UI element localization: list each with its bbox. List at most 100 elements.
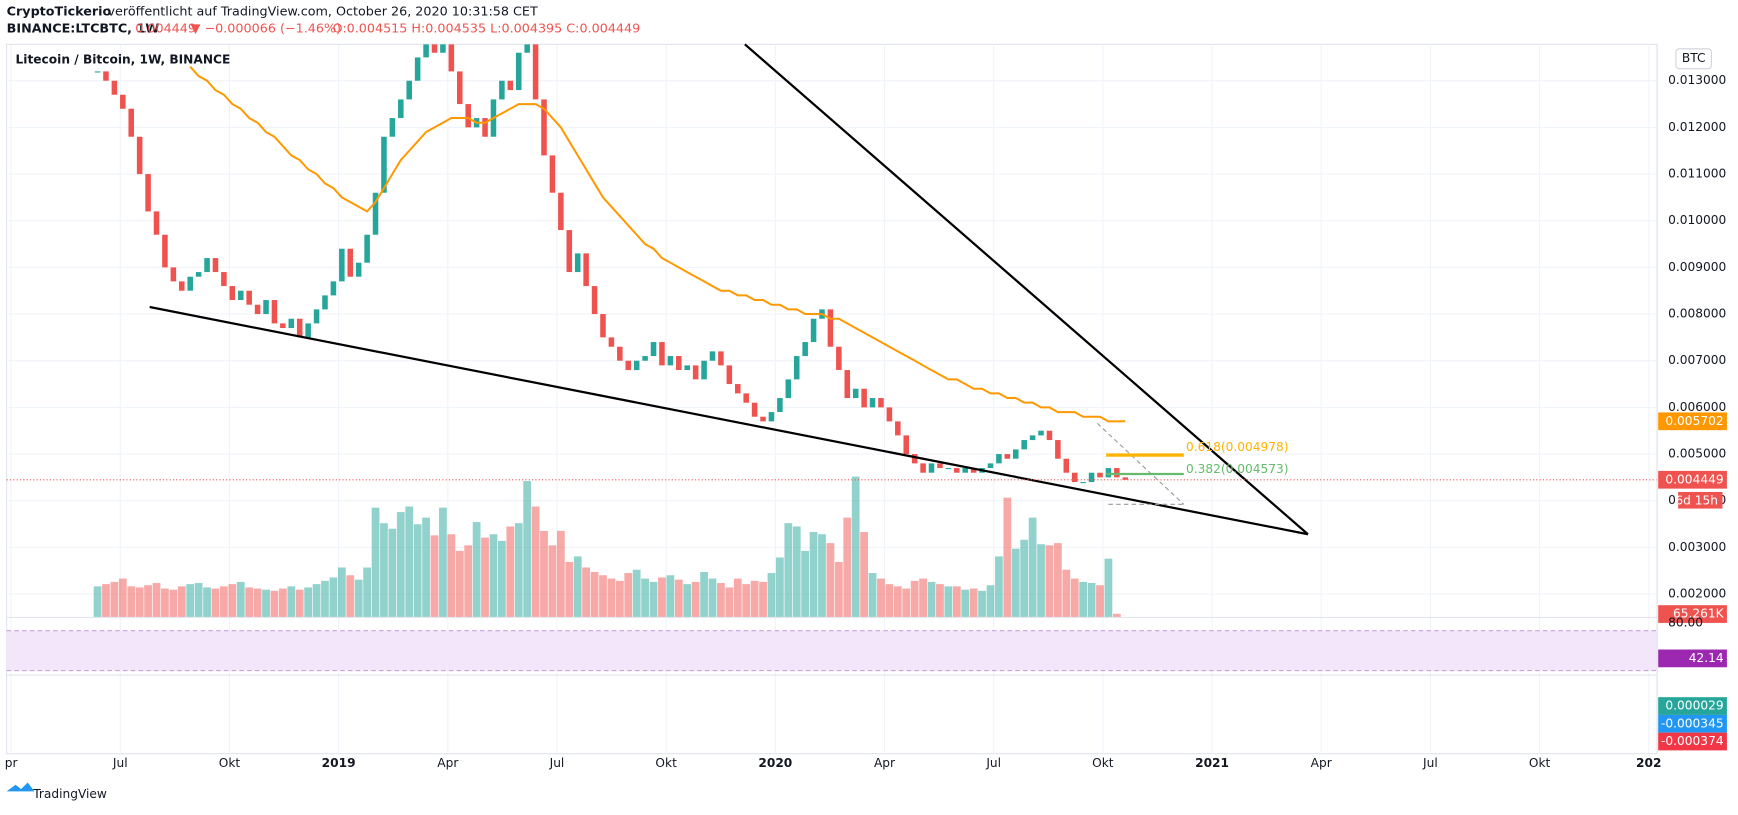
volume-bar bbox=[936, 584, 944, 618]
volume-bar bbox=[776, 557, 784, 618]
volume-bar bbox=[371, 507, 380, 618]
volume-bar bbox=[540, 530, 548, 618]
volume-bar bbox=[405, 506, 414, 618]
volume-bar bbox=[792, 526, 801, 618]
volume-bar bbox=[573, 556, 582, 618]
grid bbox=[6, 44, 1658, 754]
footer: TradingView bbox=[32, 787, 107, 801]
candle bbox=[954, 468, 960, 473]
volume-bar bbox=[700, 571, 708, 618]
candle bbox=[355, 262, 362, 277]
volume-bar bbox=[843, 517, 852, 618]
volume-bar bbox=[893, 586, 902, 618]
candle bbox=[339, 248, 345, 282]
candle bbox=[457, 71, 463, 105]
rsi-badge: 42.14 bbox=[1658, 649, 1727, 668]
volume-bar bbox=[396, 512, 405, 618]
volume-bar bbox=[733, 578, 742, 618]
candle bbox=[726, 365, 733, 385]
candle bbox=[878, 398, 884, 408]
volume-bar bbox=[329, 577, 338, 618]
candle bbox=[414, 57, 421, 81]
volume-bar bbox=[767, 573, 776, 618]
volume-bar bbox=[944, 586, 953, 618]
candle bbox=[389, 118, 396, 137]
candle bbox=[996, 454, 1002, 464]
macd-hist-badge-box bbox=[1658, 697, 1727, 715]
volume-bar bbox=[910, 580, 919, 618]
volume-bar bbox=[708, 578, 717, 618]
candle bbox=[221, 272, 227, 287]
volume-bar bbox=[952, 586, 961, 618]
volume-bar bbox=[110, 581, 119, 618]
volume-bar bbox=[270, 590, 279, 618]
x-tick-label: Okt bbox=[655, 756, 677, 770]
volume-bar bbox=[691, 581, 700, 618]
candle bbox=[625, 360, 632, 371]
volume-bar bbox=[556, 530, 565, 618]
y-tick-label: 0.012000 bbox=[1668, 120, 1726, 134]
volume-bar bbox=[472, 522, 481, 618]
candle bbox=[987, 463, 994, 469]
candle bbox=[541, 99, 547, 156]
y-tick-label: 0.013000 bbox=[1668, 73, 1726, 87]
volume-bar bbox=[902, 588, 911, 618]
volume-bar bbox=[801, 550, 810, 618]
volume-bar bbox=[818, 534, 826, 618]
volume-bar bbox=[93, 586, 102, 618]
volume-bar bbox=[607, 578, 616, 618]
candle bbox=[633, 360, 640, 371]
candle bbox=[507, 80, 514, 91]
candle bbox=[659, 342, 665, 366]
candle bbox=[364, 234, 370, 263]
candle bbox=[465, 104, 471, 128]
volume-bar bbox=[649, 581, 658, 618]
y-tick-label: 0.009000 bbox=[1668, 260, 1726, 274]
y-tick-label: 0.011000 bbox=[1668, 167, 1726, 181]
candle bbox=[793, 356, 800, 380]
candle bbox=[440, 44, 446, 53]
candle bbox=[288, 318, 295, 329]
candle bbox=[280, 323, 286, 329]
volume-bar bbox=[725, 587, 734, 618]
rsi-level: 80.00 bbox=[1668, 615, 1703, 629]
candle bbox=[760, 416, 766, 422]
candle bbox=[204, 258, 210, 273]
volume-bar bbox=[186, 584, 195, 618]
candle bbox=[271, 300, 278, 324]
candle bbox=[1012, 449, 1019, 459]
overlay: 0.618(0.004978) 0.382(0.004573) bbox=[6, 440, 1658, 481]
candle bbox=[170, 267, 177, 282]
volume-bar bbox=[236, 581, 245, 618]
volume-bar bbox=[464, 545, 473, 618]
volume-bar bbox=[144, 585, 152, 618]
candle bbox=[911, 454, 918, 464]
moving-average bbox=[189, 66, 1126, 423]
volume-badge-box bbox=[1658, 605, 1727, 623]
countdown-box bbox=[1678, 491, 1723, 509]
candle bbox=[928, 463, 935, 473]
volume-bar bbox=[834, 561, 843, 618]
candle bbox=[827, 309, 834, 347]
x-tick-label: 2019 bbox=[322, 756, 356, 770]
volume-bar bbox=[969, 588, 978, 618]
volume-bar bbox=[1045, 545, 1054, 618]
candle bbox=[1029, 435, 1036, 441]
volume-bar bbox=[978, 590, 986, 618]
ma-badge-box bbox=[1658, 412, 1727, 431]
candle bbox=[145, 174, 151, 212]
volume-bar bbox=[826, 543, 835, 618]
x-tick-label: Okt bbox=[1092, 756, 1114, 770]
candle bbox=[650, 342, 657, 357]
x-tick-label: 202 bbox=[1636, 756, 1661, 770]
candle bbox=[945, 468, 952, 470]
candle bbox=[810, 318, 817, 343]
x-tick-label: Okt bbox=[1529, 756, 1551, 770]
candle bbox=[423, 44, 429, 58]
volume-bar bbox=[220, 586, 228, 618]
volume-bar bbox=[1087, 583, 1096, 618]
volume-bar bbox=[262, 589, 270, 618]
candle bbox=[187, 276, 193, 291]
y-tick-label: 0.005000 bbox=[1668, 447, 1726, 461]
